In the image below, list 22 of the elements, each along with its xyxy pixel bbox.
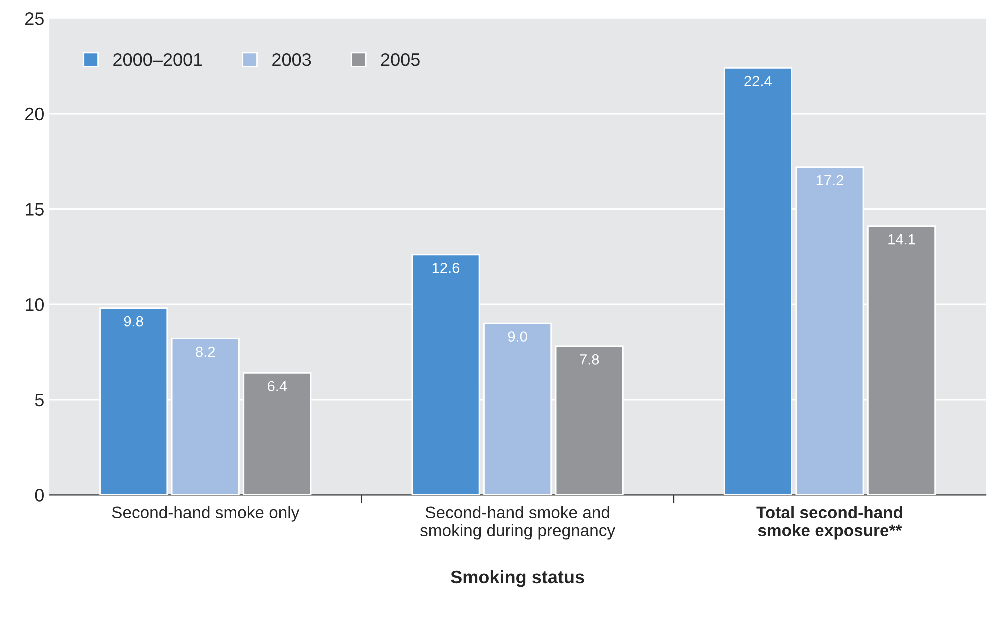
data-label: 6.4 (268, 381, 288, 392)
y-tick-label: 0 (35, 489, 44, 502)
data-label: 17.2 (816, 175, 844, 186)
x-axis-title: Smoking status (451, 570, 584, 588)
legend-label: 2000–2001 (114, 53, 202, 66)
legend-label: 2005 (381, 53, 420, 66)
y-tick-label: 5 (35, 394, 44, 407)
data-label: 9.8 (124, 316, 144, 327)
y-tick-label: 20 (26, 108, 44, 121)
legend-label: 2003 (272, 53, 312, 66)
data-label: 9.0 (508, 332, 528, 342)
data-label: 22.4 (744, 76, 772, 86)
y-tick-label: 25 (26, 12, 44, 26)
data-label: 7.8 (580, 354, 600, 365)
data-label: 8.2 (196, 346, 216, 358)
x-tick-label: Total second-hand smoke exposure** (756, 506, 902, 540)
data-label: 14.1 (888, 234, 916, 245)
data-label: 12.6 (432, 262, 460, 274)
x-tick-label: Second-hand smoke only (112, 506, 300, 522)
y-tick-label: 10 (26, 298, 44, 312)
y-tick-label: 15 (26, 203, 44, 216)
x-tick-label: Second-hand smoke and smoking during pregnancy (420, 506, 616, 540)
